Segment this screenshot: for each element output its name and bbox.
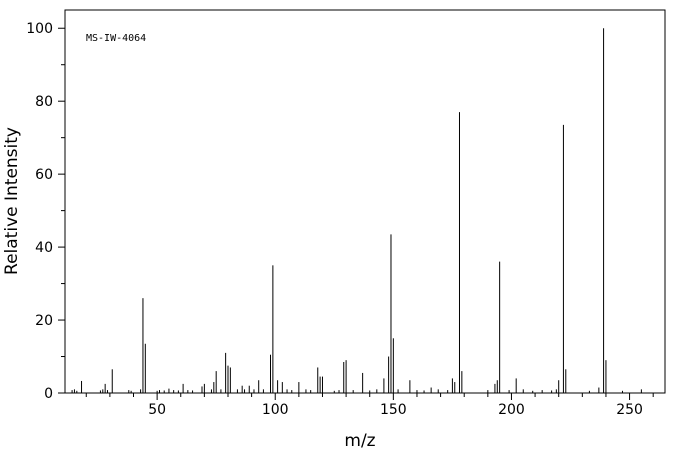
x-tick-label: 100 — [262, 402, 289, 418]
x-tick-label: 150 — [380, 402, 407, 418]
y-axis-label: Relative Intensity — [2, 127, 22, 275]
y-tick-label: 60 — [35, 167, 53, 183]
y-tick-label: 20 — [35, 313, 53, 329]
plot-frame — [64, 9, 666, 394]
y-tick-label: 40 — [35, 240, 53, 256]
x-tick-label: 250 — [616, 402, 643, 418]
x-tick-label: 50 — [148, 402, 166, 418]
annotation: MS-IW-4064 — [86, 33, 146, 44]
y-tick-label: 100 — [26, 21, 53, 37]
x-tick-label: 200 — [498, 402, 525, 418]
x-axis-label: m/z — [344, 431, 375, 451]
y-tick-label: 80 — [35, 94, 53, 110]
y-tick-label: 0 — [44, 386, 53, 402]
